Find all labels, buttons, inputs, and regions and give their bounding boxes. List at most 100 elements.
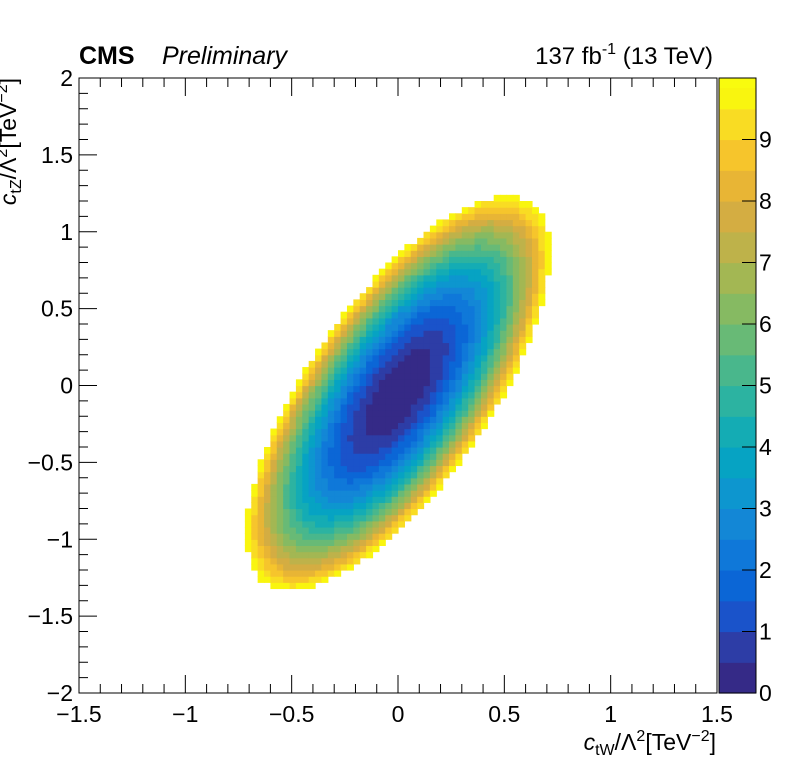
heatmap-cell (449, 244, 457, 251)
heatmap-cell (391, 447, 399, 454)
heatmap-cell (468, 311, 476, 319)
heatmap-cell (519, 305, 527, 313)
heatmap-cell (302, 483, 310, 491)
heatmap-cell (449, 391, 457, 399)
heatmap-cell (302, 453, 310, 460)
heatmap-cell (455, 274, 463, 282)
heatmap-cell (353, 459, 361, 467)
heatmap-cell (359, 379, 367, 387)
heatmap-cell (525, 237, 533, 245)
heatmap-cell (398, 514, 405, 522)
heatmap-cell (340, 379, 348, 387)
heatmap-cell (525, 287, 533, 294)
heatmap-cell (321, 447, 329, 454)
heatmap-cell (480, 256, 488, 264)
heatmap-cell (468, 293, 476, 300)
heatmap-cell (302, 533, 310, 540)
heatmap-cell (410, 434, 418, 442)
heatmap-cell (493, 360, 501, 368)
heatmap-cell (378, 490, 386, 497)
heatmap-cell (474, 268, 482, 276)
heatmap-cell (276, 570, 284, 577)
heatmap-cell (372, 287, 380, 294)
heatmap-cell (404, 287, 412, 294)
heatmap-cell (398, 367, 405, 374)
heatmap-cell (276, 416, 284, 423)
heatmap-cell (295, 508, 303, 516)
heatmap-cell (289, 391, 297, 399)
heatmap-cell (391, 520, 399, 528)
heatmap-cell (538, 268, 546, 276)
heatmap-cell (302, 422, 310, 430)
heatmap-cell (270, 570, 278, 577)
heatmap-cell (366, 311, 374, 319)
heatmap-cell (270, 465, 278, 473)
heatmap-cell (385, 330, 393, 337)
heatmap-cell (531, 225, 539, 233)
heatmap-cell (270, 428, 278, 436)
heatmap-cell (449, 299, 457, 307)
heatmap-cell (334, 385, 342, 393)
heatmap-cell (289, 459, 297, 467)
heatmap-cell (442, 256, 450, 264)
heatmap-cell (346, 428, 354, 436)
heatmap-cell (398, 465, 405, 473)
heatmap-cell (378, 447, 386, 454)
heatmap-cell (372, 379, 380, 387)
heatmap-cell (283, 416, 291, 423)
colorbar-swatch (719, 108, 756, 141)
heatmap-cell (270, 496, 278, 503)
heatmap-cell (398, 483, 405, 491)
colorbar-swatch (719, 293, 756, 325)
heatmap-cell (442, 311, 450, 319)
heatmap-cell (474, 348, 482, 356)
heatmap-cell (398, 391, 405, 399)
heatmap-cell (321, 367, 329, 374)
heatmap-cell (346, 311, 354, 319)
heatmap-cell (353, 520, 361, 528)
heatmap-cell (378, 342, 386, 350)
heatmap-cell (327, 385, 335, 393)
heatmap-cell (244, 526, 252, 534)
heatmap-cell (461, 231, 469, 239)
heatmap-cell (500, 201, 508, 208)
heatmap-cell (436, 342, 444, 350)
heatmap-cell (340, 360, 348, 368)
y-tick-label: −1 (47, 526, 73, 552)
heatmap-cell (519, 268, 527, 276)
heatmap-cell (512, 348, 520, 356)
heatmap-cell (468, 219, 476, 227)
heatmap-cell (449, 397, 457, 405)
colorbar (719, 78, 756, 694)
heatmap-cell (429, 274, 437, 282)
heatmap-cell (404, 274, 412, 282)
heatmap-cell (461, 403, 469, 411)
heatmap-cell (334, 477, 342, 485)
heatmap-cell (423, 262, 431, 270)
heatmap-cell (295, 545, 303, 553)
heatmap-cell (391, 311, 399, 319)
heatmap-cell (359, 459, 367, 467)
heatmap-cell (302, 428, 310, 436)
heatmap-cell (410, 262, 418, 270)
heatmap-cell (321, 410, 329, 417)
heatmap-cell (455, 262, 463, 270)
heatmap-cell (302, 526, 310, 534)
heatmap-cell (295, 422, 303, 430)
heatmap-cell (372, 274, 380, 282)
heatmap-cell (264, 453, 271, 460)
heatmap-cell (366, 434, 374, 442)
heatmap-cell (327, 447, 335, 454)
heatmap-cell (257, 502, 265, 510)
heatmap-cell (315, 422, 323, 430)
heatmap-cell (346, 373, 354, 380)
heatmap-cell (480, 410, 488, 417)
heatmap-cell (544, 250, 552, 257)
heatmap-cell (385, 367, 393, 374)
heatmap-cell (538, 287, 546, 294)
heatmap-cell (429, 262, 437, 270)
heatmap-cell (378, 502, 386, 510)
heatmap-cell (315, 428, 323, 436)
heatmap-cell (391, 471, 399, 479)
colorbar-swatch (719, 262, 756, 294)
